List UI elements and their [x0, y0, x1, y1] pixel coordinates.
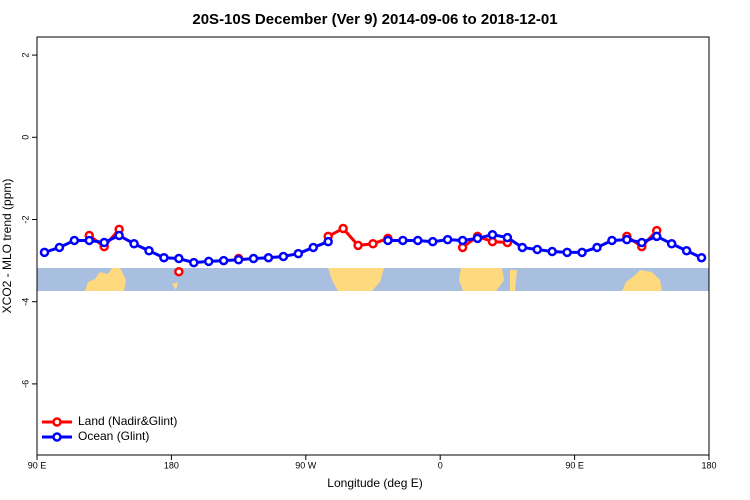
- data-point: [308, 242, 319, 253]
- x-axis-label: Longitude (deg E): [327, 476, 422, 490]
- chart-title: 20S-10S December (Ver 9) 2014-09-06 to 2…: [192, 11, 557, 28]
- data-point: [666, 238, 677, 249]
- data-point: [457, 235, 468, 246]
- data-point: [368, 238, 378, 249]
- y-tick-label: -6: [20, 380, 30, 388]
- data-point: [577, 247, 587, 258]
- data-point: [696, 252, 707, 263]
- data-point: [69, 235, 80, 246]
- data-point: [532, 244, 543, 255]
- data-point: [487, 229, 498, 240]
- x-tick-label: 90 W: [295, 460, 317, 470]
- data-point: [129, 238, 139, 249]
- land-ocean-map: [37, 268, 709, 291]
- data-point: [144, 245, 154, 256]
- y-axis-label: XCO2 - MLO trend (ppm): [0, 179, 14, 314]
- data-point: [189, 257, 199, 268]
- data-point: [413, 235, 423, 246]
- land-shape: [622, 270, 662, 291]
- data-point: [562, 247, 572, 258]
- data-point: [323, 236, 333, 247]
- data-point: [99, 237, 109, 248]
- y-tick-label: -2: [20, 215, 30, 223]
- data-point: [547, 246, 557, 257]
- legend-label: Ocean (Glint): [78, 429, 149, 443]
- land-shape: [459, 268, 504, 291]
- data-point: [681, 245, 692, 256]
- data-point: [54, 242, 65, 253]
- data-point: [218, 255, 229, 266]
- land-shape: [85, 268, 126, 291]
- x-tick-label: 180: [701, 460, 716, 470]
- legend-marker: [52, 432, 62, 442]
- data-point: [427, 236, 438, 247]
- data-point: [39, 247, 50, 258]
- series-line: [43, 233, 703, 265]
- data-point: [293, 248, 304, 259]
- y-tick-label: 0: [20, 135, 30, 140]
- land-shape: [510, 270, 517, 291]
- legend-marker: [52, 417, 62, 427]
- x-tick-label: 90 E: [565, 460, 584, 470]
- land-shape: [328, 268, 384, 291]
- data-point: [472, 233, 483, 244]
- data-point: [263, 252, 274, 263]
- plot-frame: [36, 36, 710, 456]
- data-point: [592, 242, 602, 253]
- data-point: [203, 256, 214, 267]
- legend-label: Land (Nadir&Glint): [78, 414, 177, 428]
- y-tick-label: -4: [20, 298, 30, 306]
- data-point: [607, 235, 617, 246]
- x-tick-label: 0: [438, 460, 443, 470]
- data-point: [114, 230, 124, 241]
- data-point: [159, 252, 169, 263]
- data-point: [233, 255, 244, 265]
- data-point: [651, 231, 662, 242]
- data-point: [502, 232, 513, 243]
- data-point: [353, 240, 363, 251]
- data-point: [84, 235, 95, 246]
- land-shape: [172, 282, 178, 290]
- data-point: [398, 235, 408, 246]
- data-point: [248, 253, 259, 264]
- data-point: [383, 235, 393, 246]
- data-point: [174, 266, 184, 277]
- y-tick-label: 2: [20, 53, 30, 58]
- data-point: [517, 242, 528, 253]
- x-tick-label: 90 E: [28, 460, 47, 470]
- data-point: [338, 223, 348, 234]
- data-point: [278, 251, 289, 262]
- data-point: [442, 234, 453, 245]
- data-point: [637, 237, 647, 248]
- data-point: [174, 253, 184, 264]
- x-tick-label: 180: [164, 460, 179, 470]
- data-point: [622, 234, 632, 245]
